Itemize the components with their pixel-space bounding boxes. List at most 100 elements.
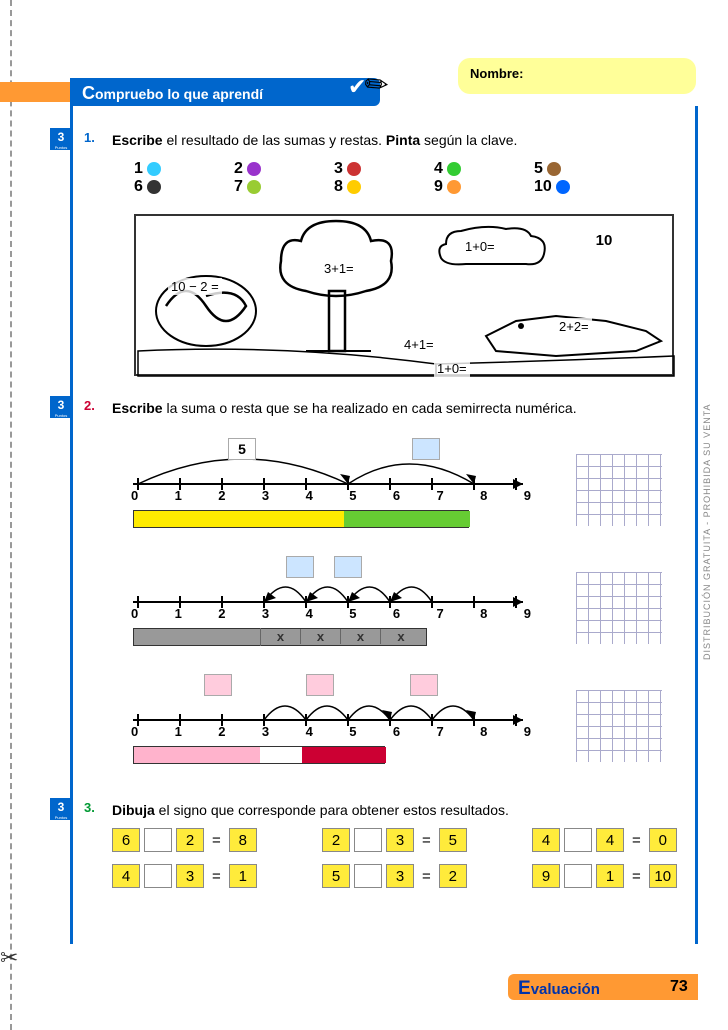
sign-blank[interactable] (354, 864, 382, 888)
tick-label: 5 (349, 724, 356, 739)
answer-grid[interactable] (576, 454, 662, 526)
numberline-3: 0123456789 (128, 680, 538, 745)
equation: 43=1 (112, 864, 257, 888)
equation: 62=8 (112, 828, 257, 852)
answer-box[interactable] (306, 674, 334, 696)
answer-box[interactable] (204, 674, 232, 696)
points-badge: 3 (50, 798, 72, 820)
eq-tree[interactable]: 3+1= (321, 260, 357, 277)
sign-blank[interactable] (564, 828, 592, 852)
coloring-scene[interactable]: 10 − 2 = 3+1= 1+0= 1+9=10 4+1= 1+0= 2+2= (134, 214, 674, 376)
legend-item: 7 (234, 178, 334, 196)
eq-snake[interactable]: 10 − 2 = (168, 278, 222, 295)
legend-item: 5 (534, 160, 634, 178)
question-text: Escribe el resultado de las sumas y rest… (112, 130, 672, 151)
tick-label: 2 (218, 724, 225, 739)
numberline-1: 5 0123456789 (128, 444, 538, 509)
operand: 3 (176, 864, 204, 888)
name-field[interactable]: Nombre: (458, 58, 696, 94)
legend-item: 8 (334, 178, 434, 196)
answer-box[interactable] (412, 438, 440, 460)
sign-blank[interactable] (354, 828, 382, 852)
tick-label: 9 (524, 724, 531, 739)
operand: 4 (112, 864, 140, 888)
answer-box[interactable] (410, 674, 438, 696)
tick-label: 4 (306, 488, 313, 503)
result: 5 (439, 828, 467, 852)
tick-label: 2 (218, 488, 225, 503)
tick-label: 0 (131, 488, 138, 503)
operand: 1 (596, 864, 624, 888)
legend-item: 3 (334, 160, 434, 178)
tick-label: 7 (436, 606, 443, 621)
points-badge: 3 (50, 396, 72, 418)
name-label: Nombre: (470, 66, 523, 81)
sign-blank[interactable] (564, 864, 592, 888)
operand: 2 (322, 828, 350, 852)
tick-label: 7 (436, 724, 443, 739)
tick-label: 3 (262, 606, 269, 621)
tick-label: 5 (349, 606, 356, 621)
bar-track (133, 510, 469, 528)
legend-item: 10 (534, 178, 634, 196)
question-text: Dibuja el signo que corresponde para obt… (112, 800, 672, 821)
operand: 3 (386, 828, 414, 852)
tick-label: 9 (524, 488, 531, 503)
color-legend: 12345678910 (134, 160, 684, 196)
eq-croc[interactable]: 2+2= (556, 318, 592, 335)
header-stripe (0, 82, 70, 102)
tick-label: 8 (480, 488, 487, 503)
tick-label: 8 (480, 606, 487, 621)
tick-label: 3 (262, 488, 269, 503)
question-number: 3. (84, 800, 95, 815)
tick-label: 6 (393, 606, 400, 621)
sign-blank[interactable] (144, 828, 172, 852)
legend-item: 1 (134, 160, 234, 178)
equation: 44=0 (532, 828, 677, 852)
equation: 53=2 (322, 864, 467, 888)
legend-item: 4 (434, 160, 534, 178)
eq-ground2[interactable]: 1+0= (434, 360, 470, 377)
page-number: 73 (670, 978, 688, 996)
question-number: 2. (84, 398, 95, 413)
tick-label: 0 (131, 606, 138, 621)
section-title: Compruebo lo que aprendí (70, 78, 380, 106)
operand: 2 (176, 828, 204, 852)
result: 0 (649, 828, 677, 852)
legend-item: 6 (134, 178, 234, 196)
cut-line (10, 0, 12, 1030)
operand: 4 (532, 828, 560, 852)
tick-label: 9 (524, 606, 531, 621)
result: 8 (229, 828, 257, 852)
eq-cloud1[interactable]: 1+0= (462, 238, 498, 255)
tick-label: 1 (175, 724, 182, 739)
answer-box[interactable] (334, 556, 362, 578)
tick-label: 6 (393, 724, 400, 739)
operand: 3 (386, 864, 414, 888)
tick-label: 5 (349, 488, 356, 503)
tick-label: 7 (436, 488, 443, 503)
operand: 6 (112, 828, 140, 852)
distribution-note: DISTRIBUCIÓN GRATUITA - PROHIBIDA SU VEN… (702, 360, 712, 660)
result: 1 (229, 864, 257, 888)
operand: 9 (532, 864, 560, 888)
bar-track: xxxx (133, 628, 427, 646)
answer-grid[interactable] (576, 572, 662, 644)
sign-blank[interactable] (144, 864, 172, 888)
scissors-icon: ✂ (0, 945, 18, 971)
legend-item: 2 (234, 160, 334, 178)
tick-label: 6 (393, 488, 400, 503)
answer-box[interactable] (286, 556, 314, 578)
tick-label: 4 (306, 606, 313, 621)
question-text: Escribe la suma o resta que se ha realiz… (112, 398, 672, 419)
eq-cloud2: 1+9=10 (554, 226, 664, 255)
numberline-2: 0123456789 xxxx (128, 562, 538, 627)
operand: 5 (322, 864, 350, 888)
tick-label: 0 (131, 724, 138, 739)
equation: 91=10 (532, 864, 677, 888)
eq-ground1[interactable]: 4+1= (401, 336, 437, 353)
tick-label: 1 (175, 488, 182, 503)
answer-grid[interactable] (576, 690, 662, 762)
equation: 23=5 (322, 828, 467, 852)
tick-label: 1 (175, 606, 182, 621)
